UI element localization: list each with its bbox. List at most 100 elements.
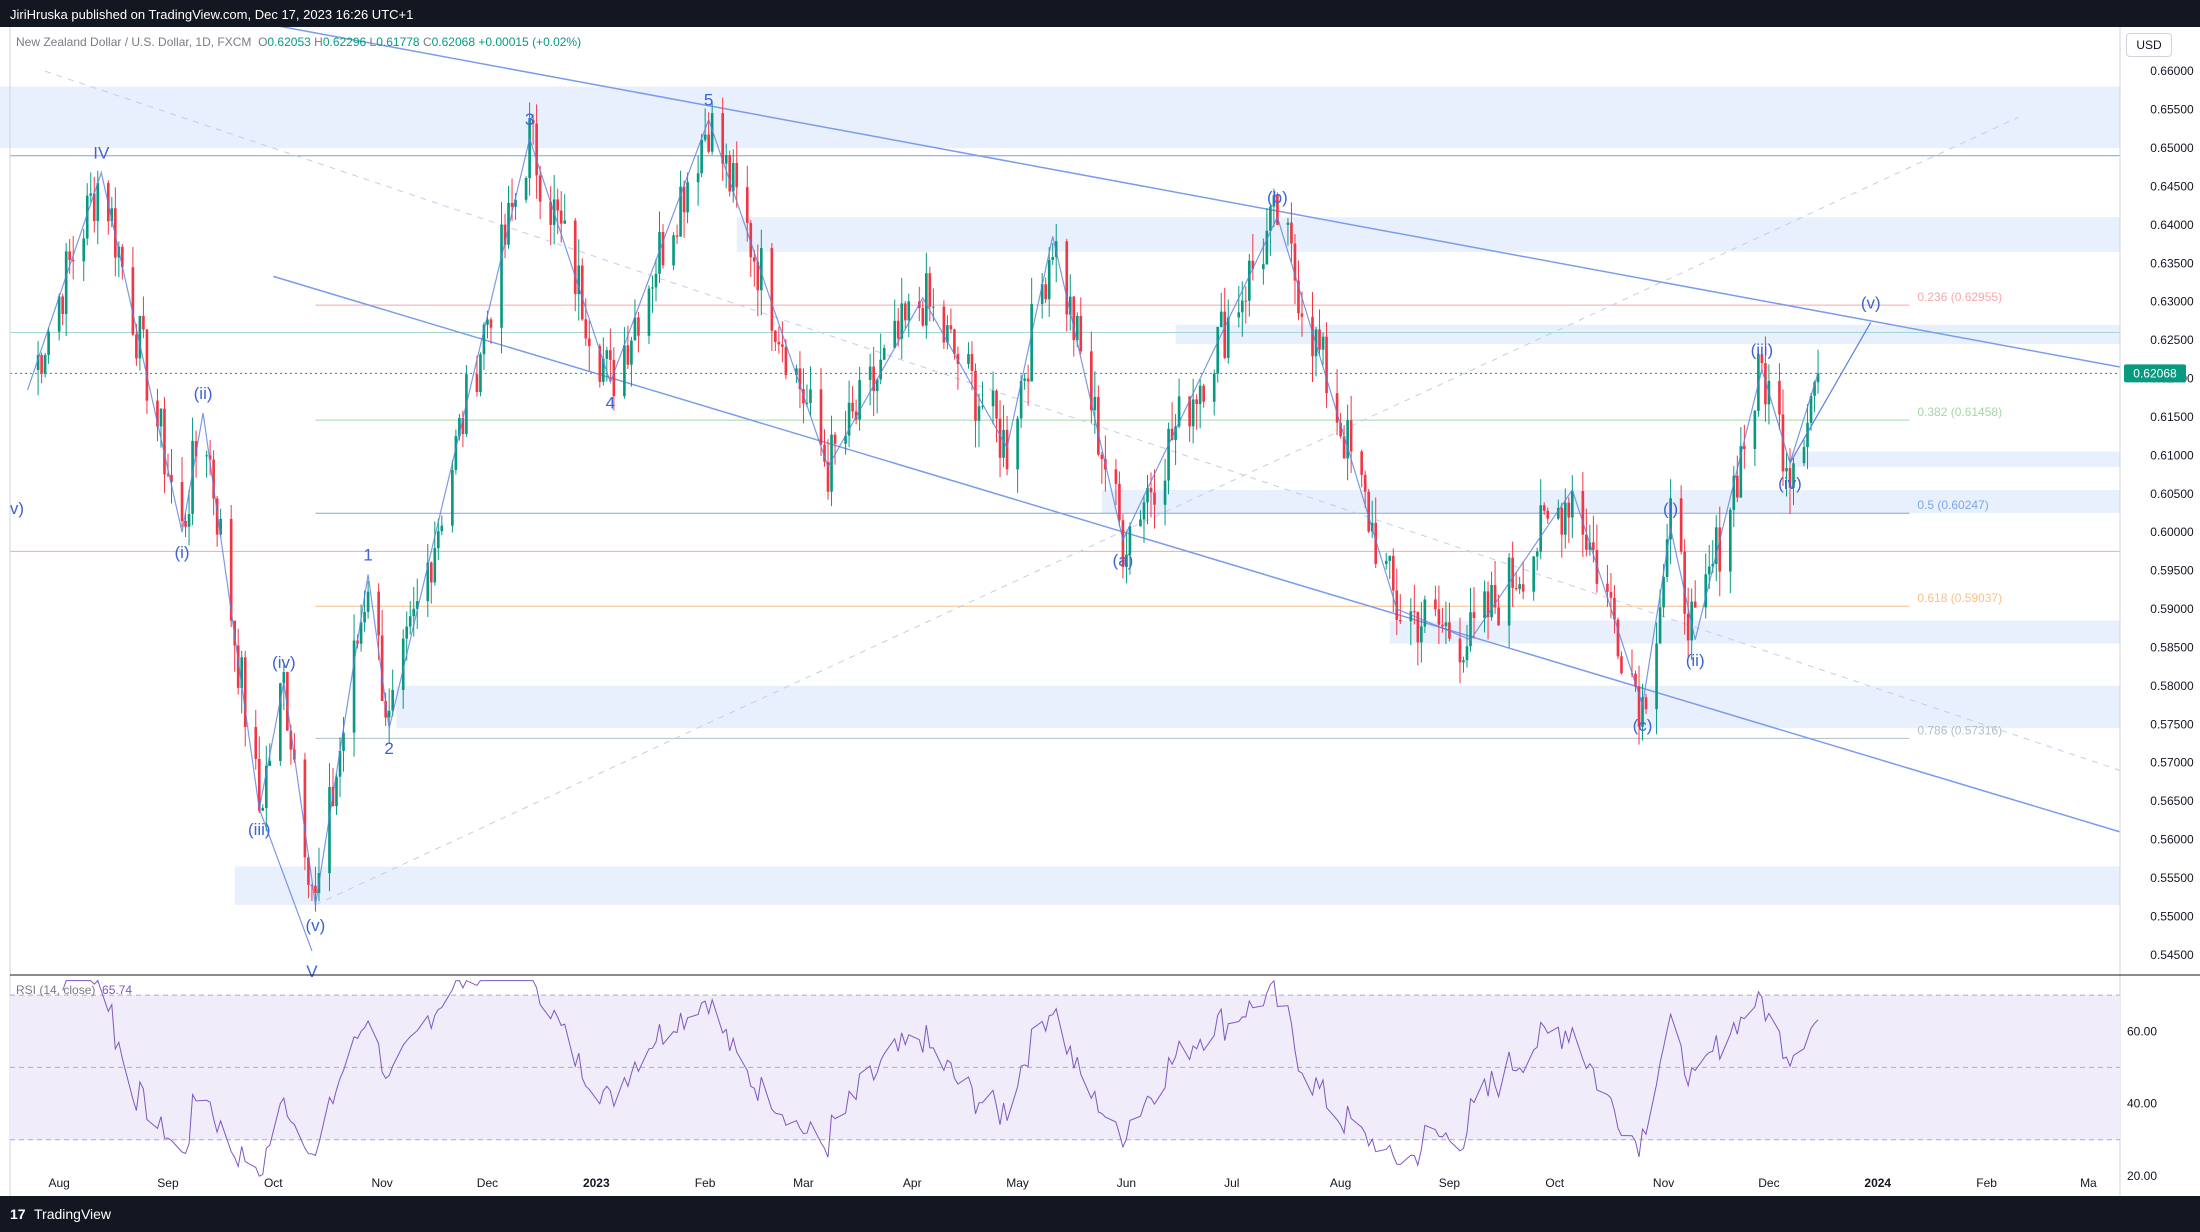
candle-body xyxy=(1142,502,1146,520)
candle-body xyxy=(314,885,317,894)
candle-body xyxy=(872,366,875,392)
price-tick-label: 0.61000 xyxy=(2150,448,2194,462)
candle-body xyxy=(1269,206,1272,231)
candle-body xyxy=(731,163,735,192)
candle-body xyxy=(605,350,609,359)
candle-body xyxy=(1262,264,1265,270)
candle-body xyxy=(1644,697,1648,710)
wave-label: (v) xyxy=(306,916,326,935)
time-tick-label: Aug xyxy=(48,1176,69,1190)
candle-body xyxy=(166,474,170,476)
candle-body xyxy=(573,220,577,295)
candle-body xyxy=(858,380,861,420)
candle-body xyxy=(1016,418,1019,470)
candle-body xyxy=(907,301,911,321)
elliott-wave-lines xyxy=(26,117,1872,952)
zone-rect xyxy=(736,217,2120,252)
candle-body xyxy=(1335,393,1339,423)
symbol-header: New Zealand Dollar / U.S. Dollar, 1D, FX… xyxy=(16,35,582,49)
candle-body xyxy=(1346,420,1349,459)
channel-lower-line xyxy=(273,275,2121,833)
wave-label: (b) xyxy=(1267,188,1288,207)
candle-body xyxy=(1563,502,1567,535)
currency-button[interactable]: USD xyxy=(2126,33,2172,57)
time-tick-label: Dec xyxy=(477,1176,498,1190)
candle-body xyxy=(1065,241,1069,315)
time-axis: Aug Sep Oct Nov Dec 2023 Feb Mar Apr May Jun Jul Aug… xyxy=(48,1176,2097,1190)
candle-body xyxy=(1005,429,1009,470)
candle-body xyxy=(187,514,191,527)
time-tick-label: Nov xyxy=(371,1176,392,1190)
price-tick-label: 0.65500 xyxy=(2150,103,2194,117)
candle-body xyxy=(289,730,293,750)
candle-body xyxy=(819,389,823,445)
time-tick-label: Apr xyxy=(903,1176,922,1190)
candle-body xyxy=(535,123,538,176)
candle-body xyxy=(647,288,651,336)
zone-rect xyxy=(234,866,2121,905)
candle-body xyxy=(475,374,479,393)
candle-body xyxy=(261,807,265,811)
candle-body xyxy=(770,247,774,331)
candle-body xyxy=(1693,601,1697,608)
candle-body xyxy=(363,611,366,623)
candle-body xyxy=(240,657,244,688)
candle-body xyxy=(503,224,507,245)
candle-body xyxy=(1686,613,1690,641)
wave-label: (iii) xyxy=(1751,340,1774,359)
candle-body xyxy=(268,760,272,766)
wave-label: (a) xyxy=(1113,551,1134,570)
candle-body xyxy=(602,358,605,382)
wave-label: (iv) xyxy=(272,653,296,672)
candle-body xyxy=(756,261,760,291)
candle-body xyxy=(524,178,528,200)
rsi-tick-label: 20.00 xyxy=(2127,1169,2157,1183)
last-price-badge xyxy=(2124,364,2186,383)
wave-label: (iii) xyxy=(248,820,271,839)
candle-body xyxy=(342,732,345,751)
candle-body xyxy=(408,616,412,627)
candle-body xyxy=(1465,646,1469,661)
candle-body xyxy=(745,187,749,223)
candle-body xyxy=(946,325,949,343)
candle-body xyxy=(380,635,384,701)
candle-body xyxy=(156,400,159,427)
fib-level-label: 0.236 (0.62955) xyxy=(1917,290,2002,304)
candle-body xyxy=(307,857,310,885)
candle-body xyxy=(900,303,904,339)
candle-body xyxy=(1739,446,1743,498)
candle-body xyxy=(577,265,581,295)
candle-body xyxy=(89,193,93,196)
candle-body xyxy=(974,370,977,421)
price-tick-label: 0.55000 xyxy=(2150,909,2194,923)
candle-body xyxy=(612,359,616,397)
chart-canvas[interactable]: 0.236 (0.62955) 0.382 (0.61458) 0.5 (0.602… xyxy=(0,27,2200,1196)
candle-body xyxy=(1813,382,1816,396)
candle-body xyxy=(1570,491,1574,518)
tradingview-logo-icon: 17 xyxy=(10,1206,26,1222)
price-tick-label: 0.57500 xyxy=(2150,717,2194,731)
candle-body xyxy=(784,346,788,376)
candle-body xyxy=(40,355,43,374)
candle-body xyxy=(998,418,1002,458)
candle-body xyxy=(580,265,584,320)
high-value: 0.62296 xyxy=(322,35,367,49)
price-tick-label: 0.56500 xyxy=(2150,794,2194,808)
candle-body xyxy=(1244,300,1248,302)
candle-body xyxy=(1483,591,1486,619)
candle-body xyxy=(928,273,932,307)
candle-body xyxy=(1237,312,1241,318)
candle-body xyxy=(1781,414,1785,472)
candle-body xyxy=(1409,611,1413,622)
candle-body xyxy=(257,758,261,811)
candle-body xyxy=(387,710,391,718)
supply-demand-zones xyxy=(0,86,2121,905)
candle-body xyxy=(1163,480,1167,505)
price-tick-label: 0.55500 xyxy=(2150,871,2194,885)
candle-body xyxy=(1441,624,1444,627)
wave-label: 4 xyxy=(606,393,615,412)
time-tick-label: Jul xyxy=(1224,1176,1239,1190)
candle-body xyxy=(303,759,307,858)
candle-body xyxy=(486,319,489,325)
candle-body xyxy=(1177,396,1181,427)
